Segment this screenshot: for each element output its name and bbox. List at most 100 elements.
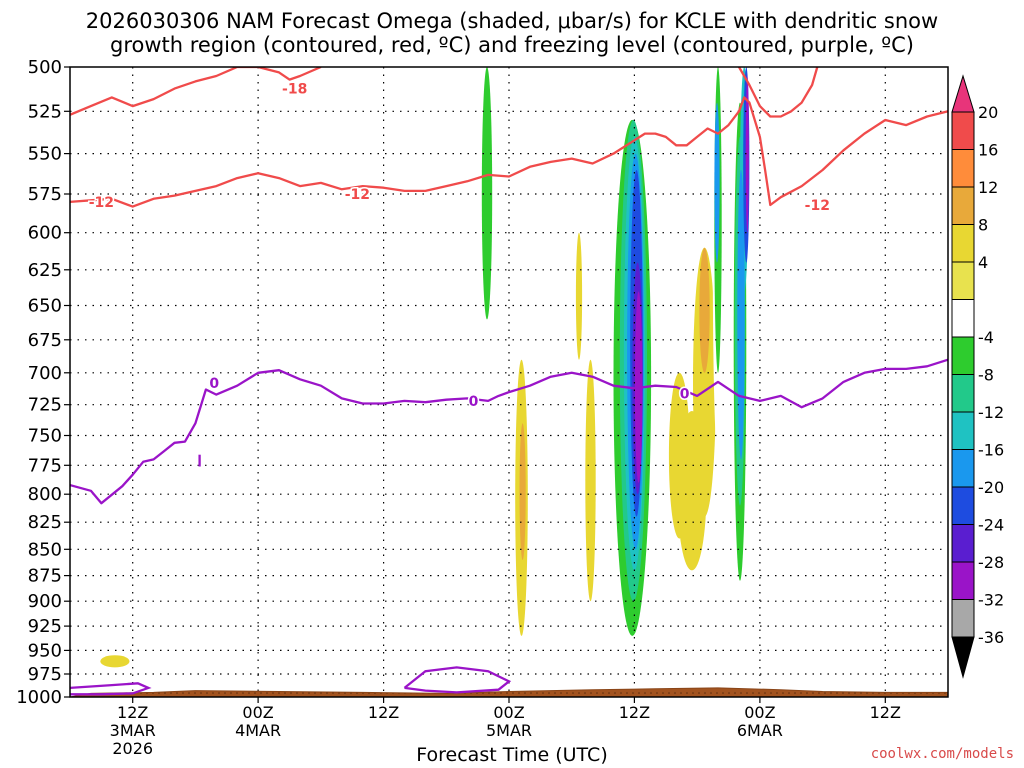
colorbar-label: -12 <box>978 403 1004 422</box>
y-tick-label: 775 <box>28 455 62 476</box>
x-axis-title: Forecast Time (UTC) <box>416 744 608 766</box>
colorbar-segment <box>951 224 975 263</box>
colorbar-label: -32 <box>978 591 1004 610</box>
contour-line <box>738 67 819 118</box>
terrain-layer <box>70 687 948 697</box>
grid-layer <box>70 67 948 697</box>
colorbar-label: 20 <box>978 103 998 122</box>
omega-shading-layer <box>100 67 780 668</box>
omega-shade-region <box>575 232 583 360</box>
colorbar-label: 4 <box>978 253 988 272</box>
y-tick-label: 500 <box>28 57 62 78</box>
omega-shade-region <box>737 170 745 460</box>
y-tick-label: 600 <box>28 223 62 244</box>
y-tick-label: 700 <box>28 363 62 384</box>
colorbar-label: -8 <box>978 366 994 385</box>
omega-shade-region <box>693 247 716 517</box>
y-tick-label: 1000 <box>16 687 62 708</box>
x-tick-label: 12Z <box>619 703 650 722</box>
colorbar-segment <box>951 336 975 375</box>
y-tick-label: 925 <box>28 616 62 637</box>
x-tick-date: 5MAR <box>486 721 532 740</box>
contour-label: -12 <box>89 195 114 211</box>
colorbar-label: -24 <box>978 516 1004 535</box>
colorbar-segment <box>951 561 975 600</box>
colorbar-label: -36 <box>978 628 1004 647</box>
terrain-fill <box>70 687 948 697</box>
x-tick-label: 12Z <box>870 703 901 722</box>
colorbar-label: 12 <box>978 178 998 197</box>
omega-shade-region <box>760 494 780 660</box>
contour-line <box>70 358 948 505</box>
chart-title-line1: 2026030306 NAM Forecast Omega (shaded, μ… <box>85 9 939 33</box>
y-tick-label: 850 <box>28 539 62 560</box>
x-tick-date: 6MAR <box>737 721 783 740</box>
contour-label: 0 <box>209 376 219 392</box>
contour-line <box>70 67 322 116</box>
contour-line <box>70 96 948 208</box>
x-tick-year: 2026 <box>112 739 153 758</box>
contour-label: -12 <box>345 187 370 203</box>
colorbar-segment <box>951 599 975 638</box>
colorbar-segment <box>951 111 975 150</box>
colorbar-segment <box>951 524 975 563</box>
y-tick-label: 625 <box>28 260 62 281</box>
colorbar-cap-bottom <box>951 636 975 679</box>
colorbar-segment <box>951 449 975 488</box>
colorbar-segment <box>951 374 975 413</box>
y-tick-label: 675 <box>28 330 62 351</box>
contour-label: -12 <box>805 198 830 214</box>
contour-layer: -12 -12 -12 -18 0 0 0 <box>70 67 948 696</box>
y-tick-label: 575 <box>28 184 62 205</box>
y-tick-label: 975 <box>28 664 62 685</box>
colorbar-label: -4 <box>978 328 994 347</box>
y-tick-label: 525 <box>28 101 62 122</box>
y-tick-label: 725 <box>28 395 62 416</box>
omega-shade-region <box>652 319 665 641</box>
chart-title-line2: growth region (contoured, red, ºC) and f… <box>110 33 914 57</box>
omega-shade-region <box>152 447 159 517</box>
omega-shade-region <box>714 102 720 263</box>
colorbar-segment <box>951 261 975 300</box>
freezing-level-loop <box>403 666 512 694</box>
omega-shade-region <box>100 655 130 668</box>
omega-shade-region <box>660 67 671 170</box>
colorbar: 20 16 12 8 4 -4 -8 -12 -16 -20 -24 -28 -32 -36 <box>951 74 1004 679</box>
colorbar-label: 8 <box>978 216 988 235</box>
omega-shade-region <box>585 359 596 602</box>
credit-text: coolwx.com/models <box>870 746 1014 762</box>
y-tick-label: 875 <box>28 566 62 587</box>
y-tick-label: 800 <box>28 484 62 505</box>
colorbar-segment <box>951 149 975 188</box>
colorbar-label: 16 <box>978 141 998 160</box>
x-tick-label: 12Z <box>368 703 399 722</box>
omega-shade-region <box>481 67 493 320</box>
colorbar-label: -20 <box>978 478 1004 497</box>
x-tick-label: 00Z <box>744 703 775 722</box>
colorbar-label: -16 <box>978 441 1004 460</box>
colorbar-segment <box>951 299 975 338</box>
y-tick-label: 900 <box>28 591 62 612</box>
freezing-level-loop <box>70 682 152 696</box>
x-tick-date: 3MAR <box>110 721 156 740</box>
contour-label: 0 <box>680 386 690 402</box>
contour-label: -18 <box>282 82 307 98</box>
omega-shade-region <box>519 423 526 560</box>
contour-label: 0 <box>469 394 479 410</box>
x-tick-label: 00Z <box>242 703 273 722</box>
colorbar-segment <box>951 411 975 450</box>
x-tick-date: 4MAR <box>235 721 281 740</box>
y-tick-label: 550 <box>28 144 62 165</box>
omega-shade-region <box>699 247 710 373</box>
y-tick-label: 650 <box>28 296 62 317</box>
colorbar-segment <box>951 486 975 525</box>
y-tick-label: 750 <box>28 426 62 447</box>
colorbar-label: -28 <box>978 553 1004 572</box>
colorbar-segment <box>951 186 975 225</box>
y-axis: 500 525 550 575 600 625 650 675 700 725 750 775 800 8… <box>16 57 70 708</box>
omega-shade-region <box>668 372 690 539</box>
x-tick-label: 00Z <box>493 703 524 722</box>
x-tick-label: 12Z <box>117 703 148 722</box>
